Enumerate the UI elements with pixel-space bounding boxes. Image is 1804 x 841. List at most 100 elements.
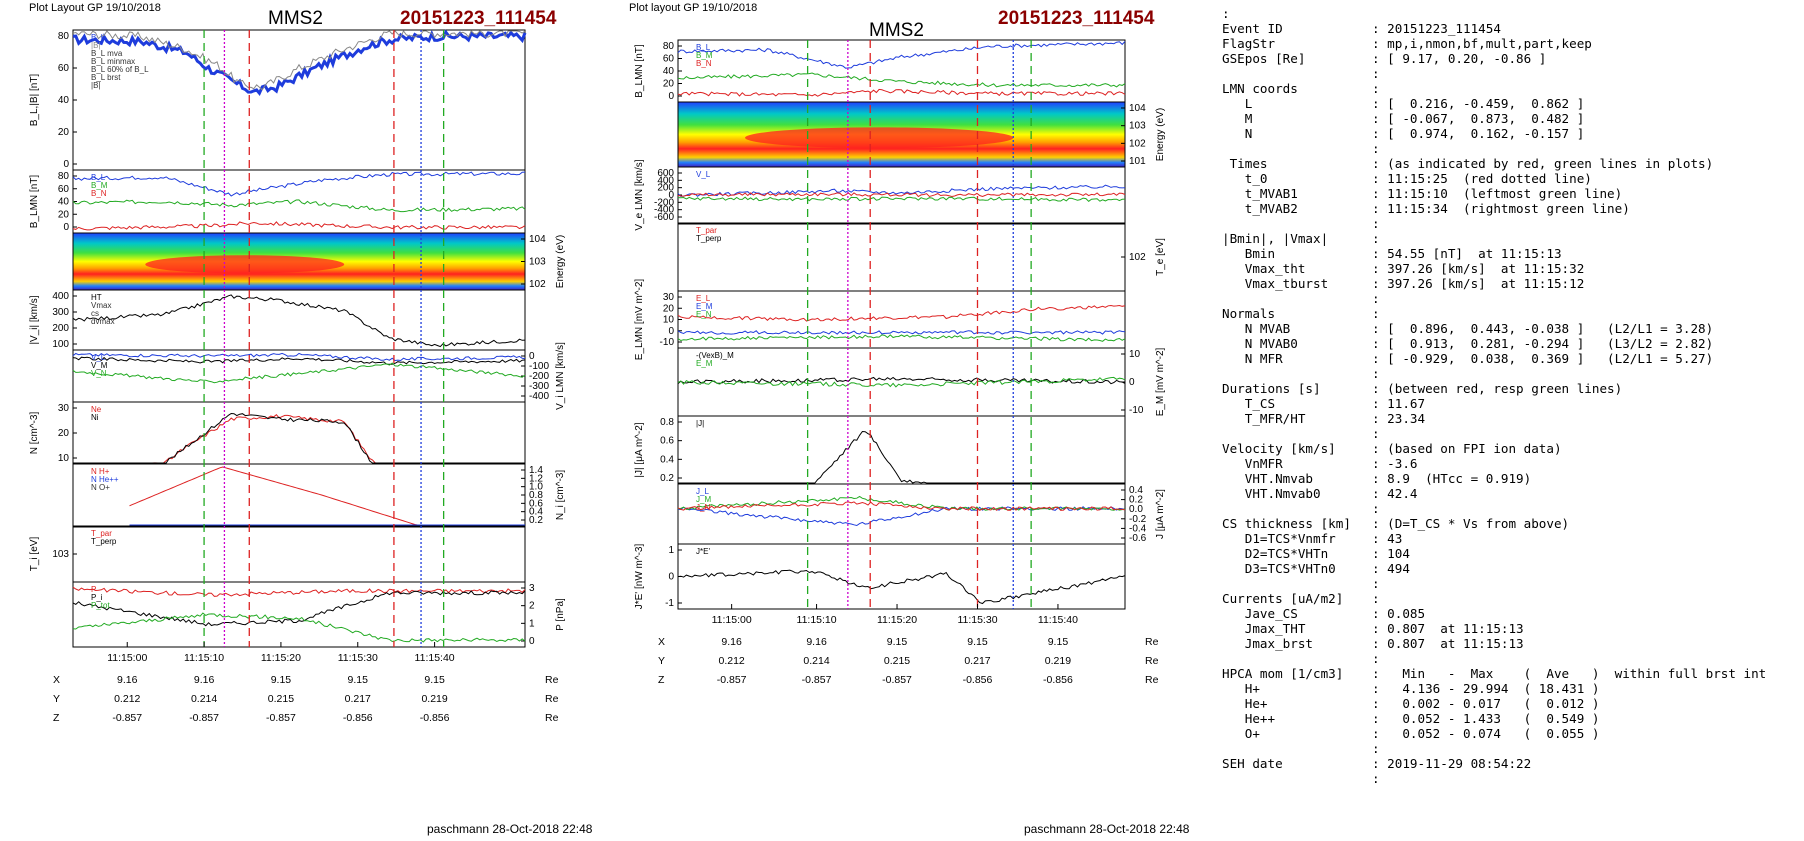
info-key: N MFR xyxy=(1222,351,1283,366)
info-value: : mp,i,nmon,bf,mult,part,keep xyxy=(1372,36,1592,51)
x-tick-label: 11:15:30 xyxy=(957,614,997,626)
x-tick-label: 11:15:40 xyxy=(415,652,455,664)
info-key: Vmax_tburst xyxy=(1222,276,1329,291)
y-tick-label: 600 xyxy=(657,168,674,179)
info-row: M: [ -0.067, 0.873, 0.482 ] xyxy=(1222,111,1802,126)
y-axis-label: V_e LMN [km/s] xyxy=(634,159,645,230)
info-key: He+ xyxy=(1222,696,1268,711)
y-axis-label: J [μA m^-2] xyxy=(1155,489,1166,539)
info-key: Velocity [km/s] xyxy=(1222,441,1336,456)
y-tick-label: 0.4 xyxy=(660,454,674,465)
legend-entry: -(VexB)_M xyxy=(696,351,734,360)
y-axis-label: B_L,|B| [nT] xyxy=(29,74,40,127)
info-key: FlagStr xyxy=(1222,36,1276,51)
y-tick-label: 0.4 xyxy=(1129,485,1143,496)
y-tick-label: -10 xyxy=(1129,405,1144,416)
panel-frame xyxy=(72,29,526,171)
position-value: -0.857 xyxy=(112,712,142,724)
x-tick-label: 11:15:30 xyxy=(338,652,378,664)
y-tick-label: 40 xyxy=(58,197,70,208)
plot-layout-header: Plot layout GP 19/10/2018 xyxy=(629,2,758,14)
info-value: : [ 0.974, 0.162, -0.157 ] xyxy=(1372,126,1585,141)
y-axis-label: E_LMN [mV m^-2] xyxy=(634,279,645,361)
info-key: D2=TCS*VHTn xyxy=(1222,546,1329,561)
y-tick-label: 400 xyxy=(52,291,69,302)
x-tick-label: 11:15:10 xyxy=(184,652,224,664)
info-value: : (based on FPI ion data) xyxy=(1372,441,1562,456)
y-axis-label: E_M [mV m^-2] xyxy=(1155,347,1166,416)
legend-entry: P_i xyxy=(91,593,103,602)
legend-entry: J_L xyxy=(696,487,709,496)
info-value: : 0.052 - 0.074 ( 0.055 ) xyxy=(1372,726,1600,741)
info-key: VHT.Nmvab xyxy=(1222,471,1313,486)
info-row: Jmax_brst: 0.807 at 11:15:13 xyxy=(1222,636,1802,651)
legend-entry: N He++ xyxy=(91,475,119,484)
series-line xyxy=(677,41,1126,69)
info-value: : xyxy=(1372,366,1380,381)
panel-frame xyxy=(72,289,526,351)
spacecraft-title: MMS2 xyxy=(268,8,323,29)
panel-2: 104 103 102 101 Energy (eV) xyxy=(677,101,1166,168)
panel-frame xyxy=(72,463,526,527)
info-value: : xyxy=(1372,501,1380,516)
info-key: T_MFR/HT xyxy=(1222,411,1306,426)
info-value: : xyxy=(1372,741,1380,756)
info-key: Jmax_brst xyxy=(1222,636,1313,651)
panel-6: 10 0 -10 E_M [mV m^-2] -(VexB)_ME_M xyxy=(677,347,1166,417)
info-key: N MVAB xyxy=(1222,321,1291,336)
info-key: N xyxy=(1222,126,1253,141)
plot-footer: paschmann 28-Oct-2018 22:48 xyxy=(1024,822,1190,836)
position-row-label: X xyxy=(53,674,60,686)
info-row: HPCA mom [1/cm3]: Min - Max ( Ave ) with… xyxy=(1222,666,1802,681)
position-value: 9.15 xyxy=(424,674,445,686)
y-tick-label: 0 xyxy=(668,190,674,201)
info-value: : 11:15:34 (rightmost green line) xyxy=(1372,201,1630,216)
legend-entry: N H+ xyxy=(91,467,110,476)
y-tick-label: -400 xyxy=(654,205,674,216)
position-value: 9.16 xyxy=(117,674,138,686)
event-id-title: 20151223_111454 xyxy=(998,8,1155,29)
y-tick-label: 200 xyxy=(52,323,69,334)
position-value: -0.857 xyxy=(802,674,832,686)
info-key: VnMFR xyxy=(1222,456,1283,471)
info-row: He+: 0.002 - 0.017 ( 0.012 ) xyxy=(1222,696,1802,711)
legend-entry: V_M xyxy=(91,361,108,370)
panel-frame xyxy=(677,222,1126,292)
info-row: Normals: xyxy=(1222,306,1802,321)
x-tick-label: 11:15:00 xyxy=(712,614,752,626)
info-row: : xyxy=(1222,426,1802,441)
info-value: : xyxy=(1372,651,1380,666)
series-line xyxy=(677,376,1126,385)
y-axis-label: Energy (eV) xyxy=(555,235,566,288)
y-tick-label: -10 xyxy=(660,337,675,348)
y-tick-label: 80 xyxy=(58,31,70,42)
info-value: : (as indicated by red, green lines in p… xyxy=(1372,156,1714,171)
info-value: : xyxy=(1372,771,1380,786)
legend-entry: E_N xyxy=(696,310,712,319)
legend-entry: P_tot xyxy=(91,601,110,610)
panel-frame xyxy=(677,290,1126,349)
legend-entry: T_perp xyxy=(91,537,117,546)
info-row: |Bmin|, |Vmax|: xyxy=(1222,231,1802,246)
position-row-label: X xyxy=(658,636,665,648)
info-row: Jmax_THT: 0.807 at 11:15:13 xyxy=(1222,621,1802,636)
series-line xyxy=(677,569,1126,605)
legend-entry: |B| xyxy=(91,81,101,90)
series-line xyxy=(72,294,526,348)
info-value: : 397.26 [km/s] at 11:15:32 xyxy=(1372,261,1585,276)
info-key: L xyxy=(1222,96,1253,111)
info-key: SEH date xyxy=(1222,756,1283,771)
info-row: : xyxy=(1222,141,1802,156)
position-value: -0.856 xyxy=(963,674,993,686)
y-tick-label: 102 xyxy=(1129,138,1146,149)
legend-entry: E_M xyxy=(696,359,713,368)
y-tick-label: -0.2 xyxy=(1129,514,1147,525)
y-tick-label: 20 xyxy=(58,428,70,439)
info-row: : xyxy=(1222,771,1802,786)
panel-frame xyxy=(72,525,526,583)
y-tick-label: -0.6 xyxy=(1129,533,1147,544)
position-value: 9.16 xyxy=(194,674,215,686)
